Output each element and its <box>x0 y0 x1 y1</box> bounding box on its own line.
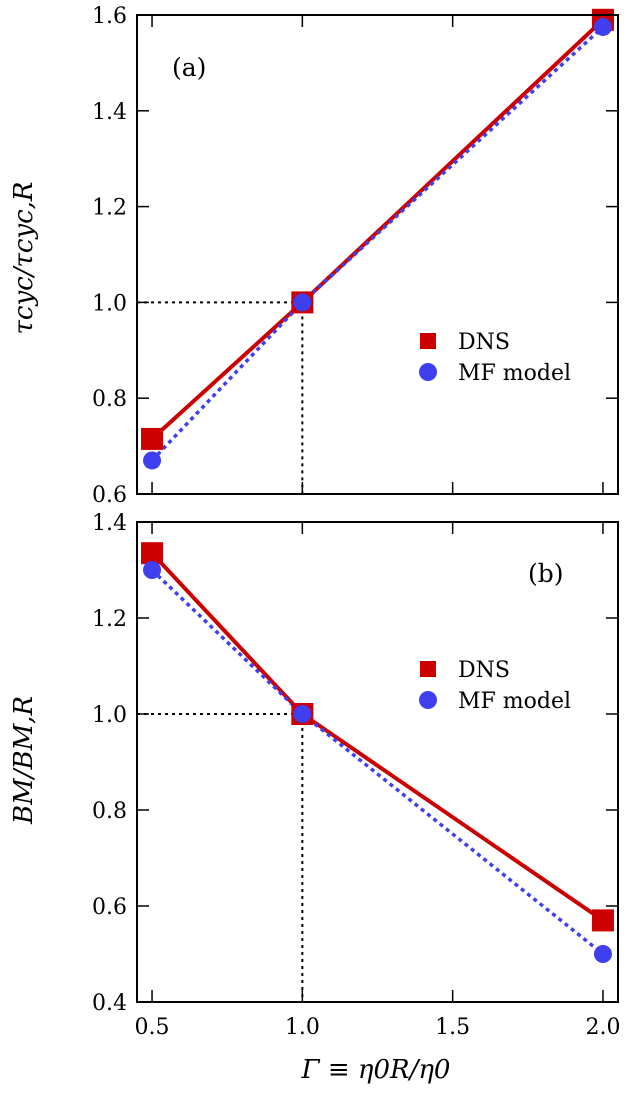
y-tick-label-b: 0.6 <box>92 895 127 920</box>
legend-dns-marker-a <box>420 333 436 349</box>
series-line-dns-b <box>150 551 605 923</box>
legend-mf-label-a: MF model <box>458 361 571 386</box>
mf-model-point-a <box>293 293 312 312</box>
x-tick-label-b: 1.0 <box>285 1015 320 1040</box>
x-tick-label-b: 1.5 <box>435 1015 470 1040</box>
panel-label-a: (a) <box>172 53 206 82</box>
y-axis-title-a: τcyc/τcyc,R <box>9 182 39 335</box>
panel-b: 0.4 0.6 0.8 1.0 1.2 1.4 0.5 1.0 1.5 2.0 (b) DNS M… <box>9 511 620 1040</box>
y-tick-label-a: 0.8 <box>92 387 127 412</box>
dns-point-b <box>591 909 614 932</box>
x-tick-label-b: 0.5 <box>135 1015 170 1040</box>
y-tick-label-a: 0.6 <box>92 483 127 508</box>
dns-point-b <box>141 542 164 565</box>
y-tick-label-b: 0.8 <box>92 799 127 824</box>
mf-model-point-b <box>293 705 312 723</box>
mf-model-point-b <box>143 561 162 579</box>
legend-dns-marker-b <box>420 661 436 677</box>
legend-mf-marker-b <box>419 691 437 709</box>
x-tick-label-b: 2.0 <box>585 1015 620 1040</box>
x-axis-title: Γ ≡ η0R/η0 <box>301 1055 451 1085</box>
y-tick-label-b: 1.2 <box>92 607 127 632</box>
legend-mf-label-b: MF model <box>458 689 571 714</box>
y-tick-label-b: 1.0 <box>92 703 127 728</box>
y-tick-label-a: 1.2 <box>92 196 127 221</box>
legend-b: DNS MF model <box>419 658 571 714</box>
y-tick-label-b: 1.4 <box>92 511 127 536</box>
mf-model-point-b <box>593 945 612 963</box>
legend-mf-marker-a <box>419 363 437 381</box>
panel-a: 0.6 0.8 1.0 1.2 1.4 1.6 (a) DNS MF model τcyc… <box>9 4 619 508</box>
plot-frame-b <box>136 521 619 1003</box>
y-tick-label-a: 1.0 <box>92 291 127 316</box>
legend-a: DNS MF model <box>419 330 571 386</box>
dns-point-a <box>141 427 164 450</box>
y-tick-label-b: 0.4 <box>92 991 127 1016</box>
y-tick-label-a: 1.6 <box>92 4 127 29</box>
y-tick-label-a: 1.4 <box>92 100 127 125</box>
mf-model-point-a <box>593 17 612 36</box>
series-line-mf-a <box>150 25 605 462</box>
legend-dns-label-a: DNS <box>458 330 510 355</box>
legend-dns-label-b: DNS <box>458 658 510 683</box>
plot-frame-a <box>136 14 619 495</box>
mf-model-point-a <box>143 451 162 470</box>
panel-label-b: (b) <box>528 559 564 588</box>
y-axis-title-b: BM/BM,R <box>9 696 39 825</box>
